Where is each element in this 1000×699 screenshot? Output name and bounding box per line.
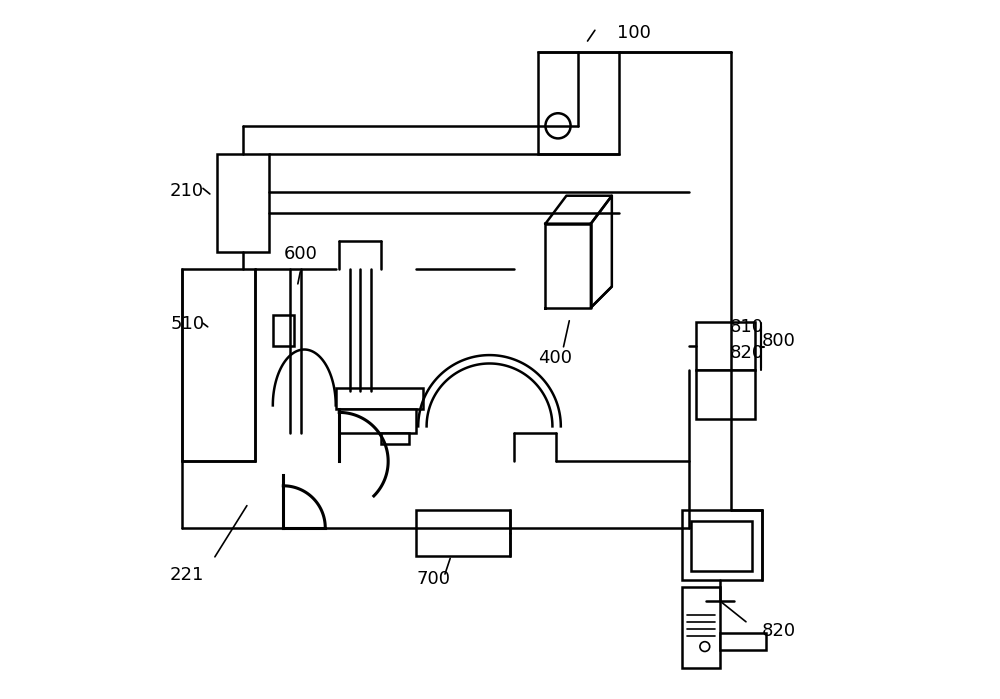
FancyBboxPatch shape [339,409,416,433]
FancyBboxPatch shape [217,154,269,252]
Text: 820: 820 [762,622,796,640]
FancyBboxPatch shape [273,315,294,346]
Text: 820: 820 [729,344,763,362]
FancyBboxPatch shape [696,370,755,419]
FancyBboxPatch shape [381,433,409,444]
Text: 100: 100 [617,24,651,43]
FancyBboxPatch shape [416,510,510,556]
Text: 210: 210 [170,182,204,200]
FancyBboxPatch shape [682,587,720,668]
FancyBboxPatch shape [720,633,766,650]
FancyBboxPatch shape [682,510,762,580]
Text: 700: 700 [416,570,450,588]
Text: 800: 800 [762,332,796,350]
Text: 600: 600 [283,245,317,263]
FancyBboxPatch shape [538,52,619,154]
FancyBboxPatch shape [696,322,755,370]
Text: 400: 400 [538,350,572,368]
FancyBboxPatch shape [182,269,255,461]
FancyBboxPatch shape [691,521,752,571]
Text: 810: 810 [729,318,763,336]
Text: 510: 510 [170,315,204,333]
Text: 221: 221 [170,566,204,584]
FancyBboxPatch shape [336,388,423,409]
